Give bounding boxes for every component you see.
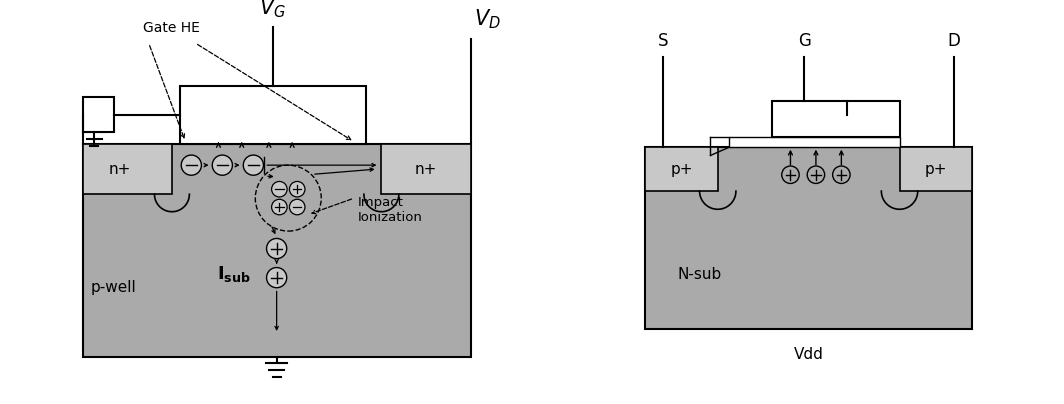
Circle shape <box>833 166 850 183</box>
Circle shape <box>289 199 305 215</box>
Bar <box>899 147 972 191</box>
Circle shape <box>808 166 825 183</box>
Text: p+: p+ <box>670 162 693 177</box>
Text: S: S <box>658 32 668 50</box>
Bar <box>381 144 470 194</box>
Text: D: D <box>948 32 961 50</box>
Text: N-sub: N-sub <box>678 267 721 282</box>
Text: n+: n+ <box>415 162 437 177</box>
Text: n+: n+ <box>109 162 131 177</box>
Text: Vdd: Vdd <box>794 347 824 362</box>
Circle shape <box>271 199 287 215</box>
Circle shape <box>782 166 799 183</box>
Bar <box>645 147 718 191</box>
Text: p-well: p-well <box>90 280 136 295</box>
Circle shape <box>181 155 201 175</box>
Text: p+: p+ <box>925 162 947 177</box>
Bar <box>180 86 366 144</box>
Text: $V_G$: $V_G$ <box>260 0 286 20</box>
Bar <box>83 144 470 357</box>
Circle shape <box>267 267 286 288</box>
Circle shape <box>267 238 286 259</box>
Bar <box>645 147 972 329</box>
Bar <box>729 137 899 147</box>
Text: G: G <box>798 32 811 50</box>
Circle shape <box>271 181 287 197</box>
Text: Gate HE: Gate HE <box>144 21 200 35</box>
Bar <box>772 101 899 137</box>
Text: $V_D$: $V_D$ <box>475 8 501 32</box>
Text: Impact
Ionization: Impact Ionization <box>359 196 423 224</box>
Circle shape <box>244 155 264 175</box>
Bar <box>83 97 114 132</box>
Circle shape <box>212 155 232 175</box>
Bar <box>83 144 172 194</box>
Text: $\mathbf{I_{sub}}$: $\mathbf{I_{sub}}$ <box>217 264 251 284</box>
Circle shape <box>289 181 305 197</box>
